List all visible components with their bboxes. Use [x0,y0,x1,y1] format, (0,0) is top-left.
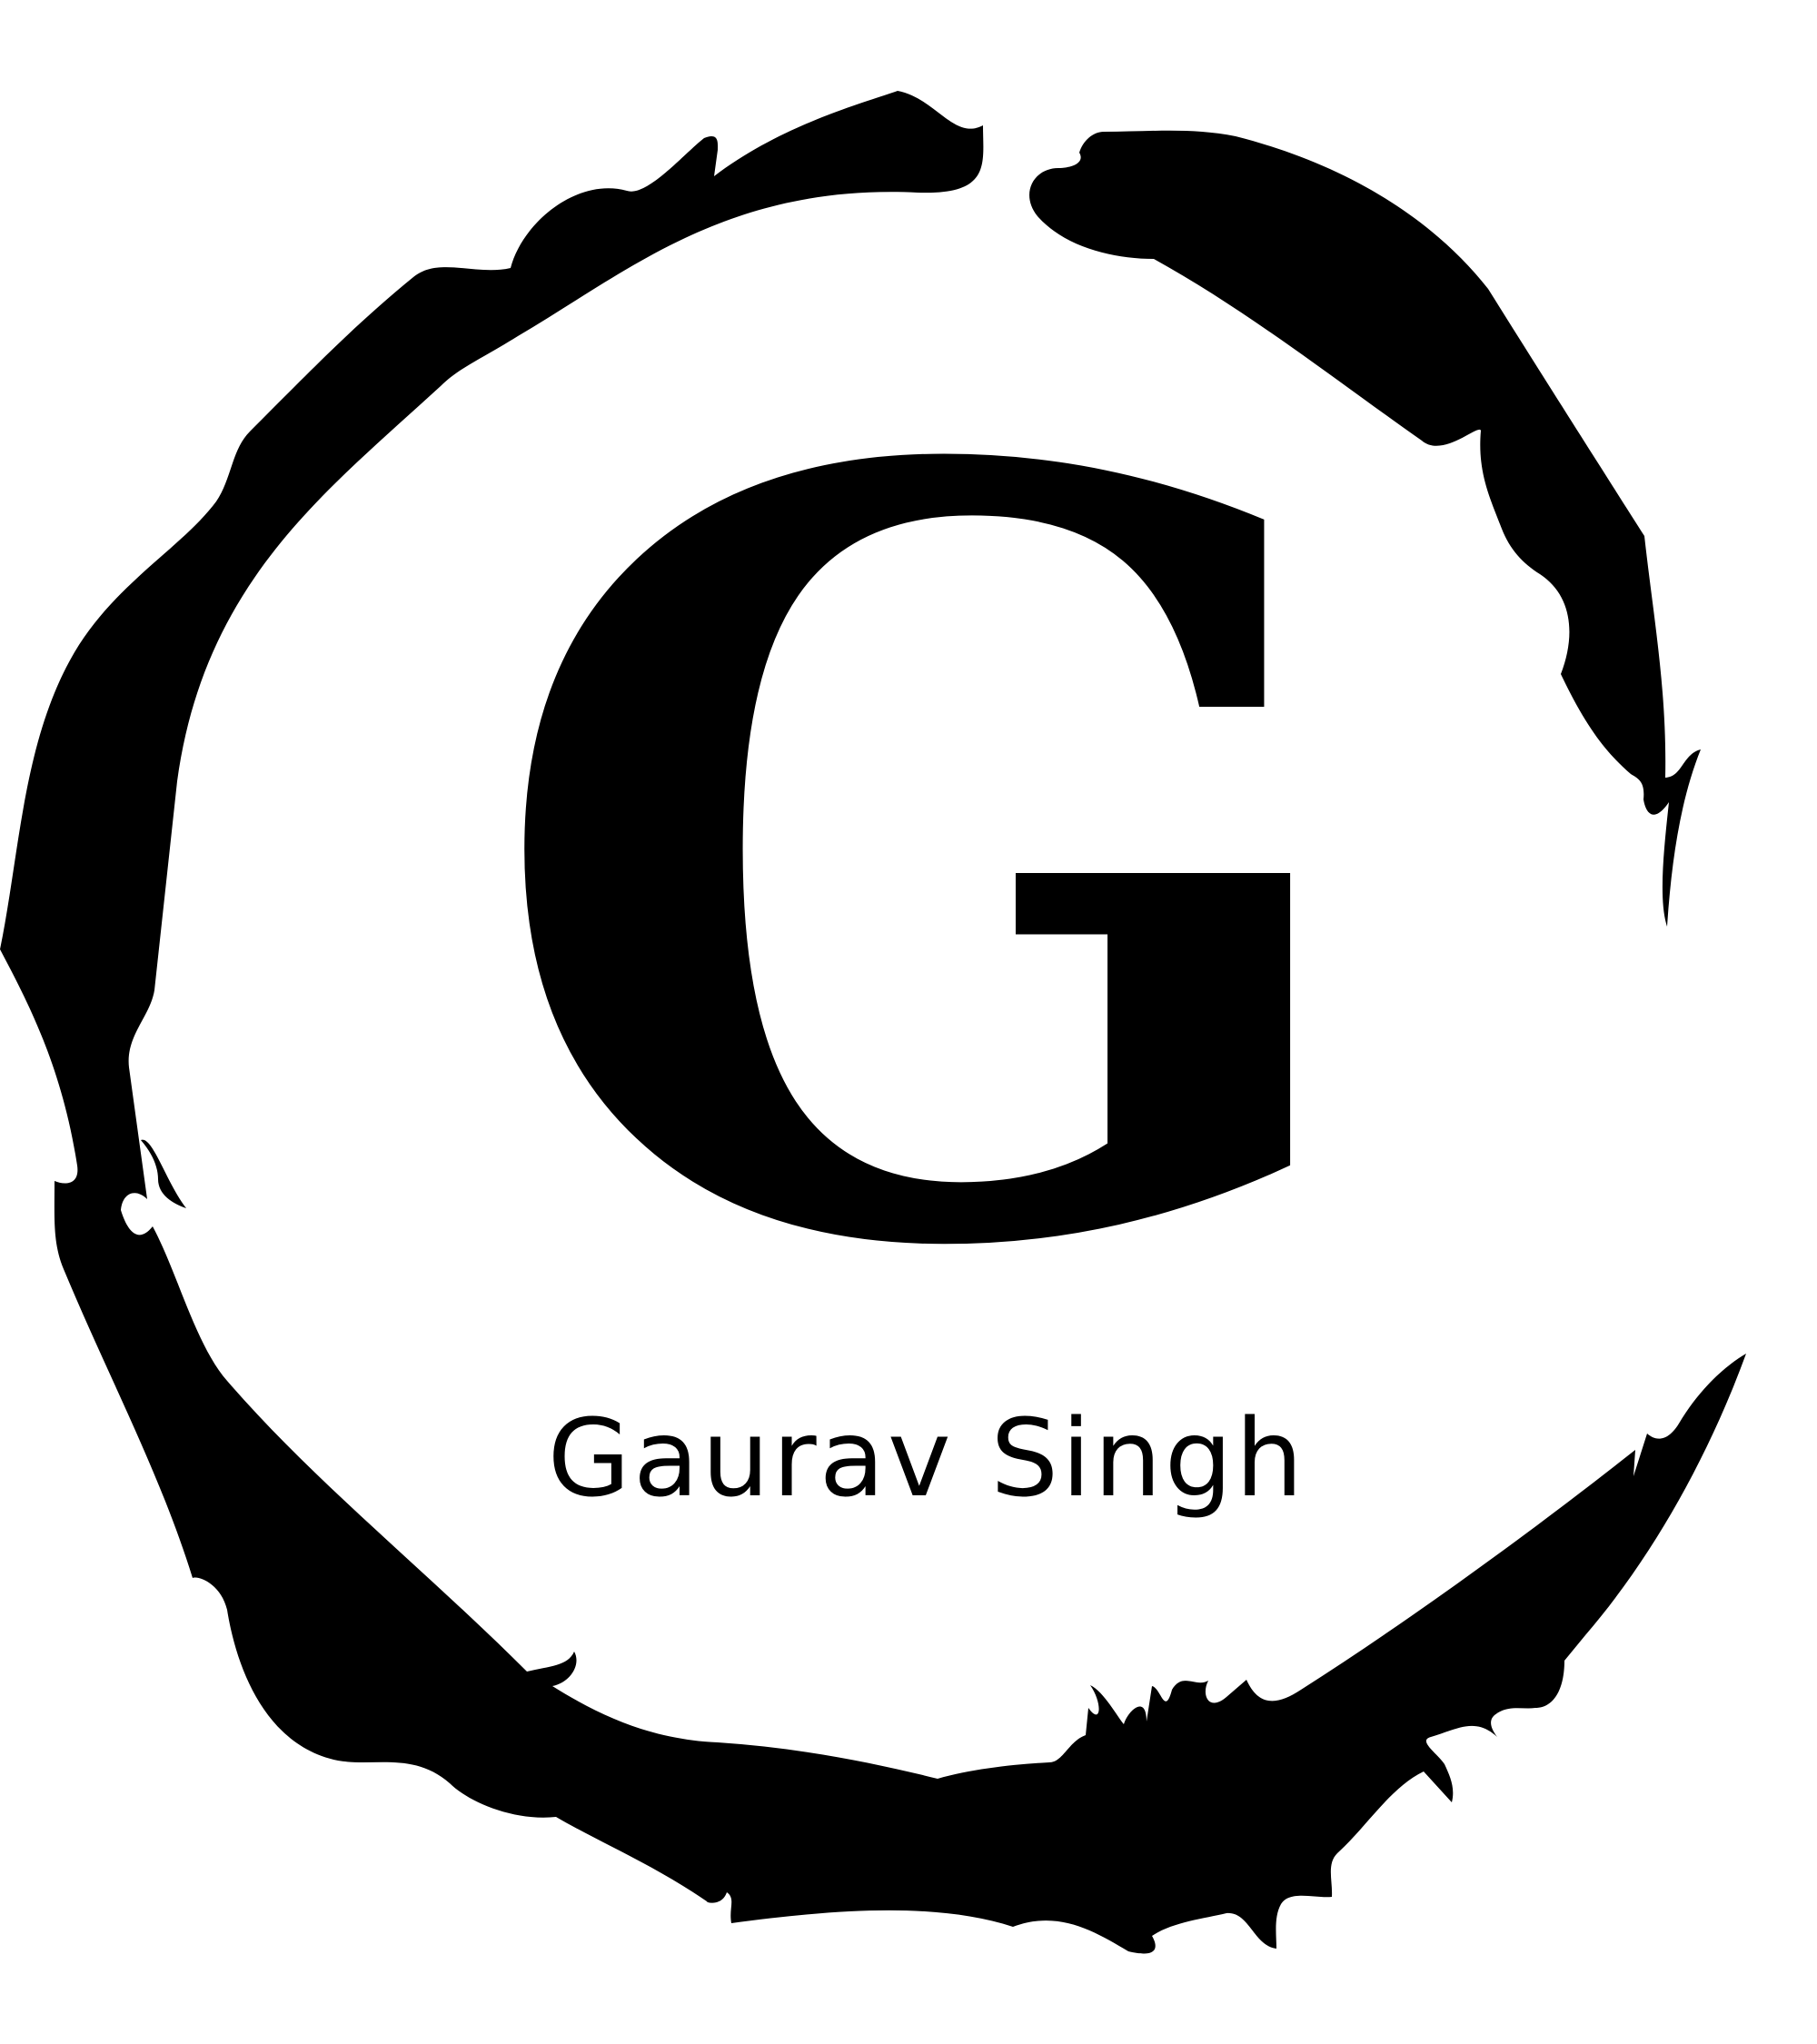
monogram-letter: G [480,249,1374,1476]
ring-fleck-left-1 [114,1137,136,1172]
ring-fleck-left-2 [141,1139,186,1208]
brand-name: Gaurav Singh [547,1395,1306,1521]
ring-stroke-right [1029,130,1701,927]
